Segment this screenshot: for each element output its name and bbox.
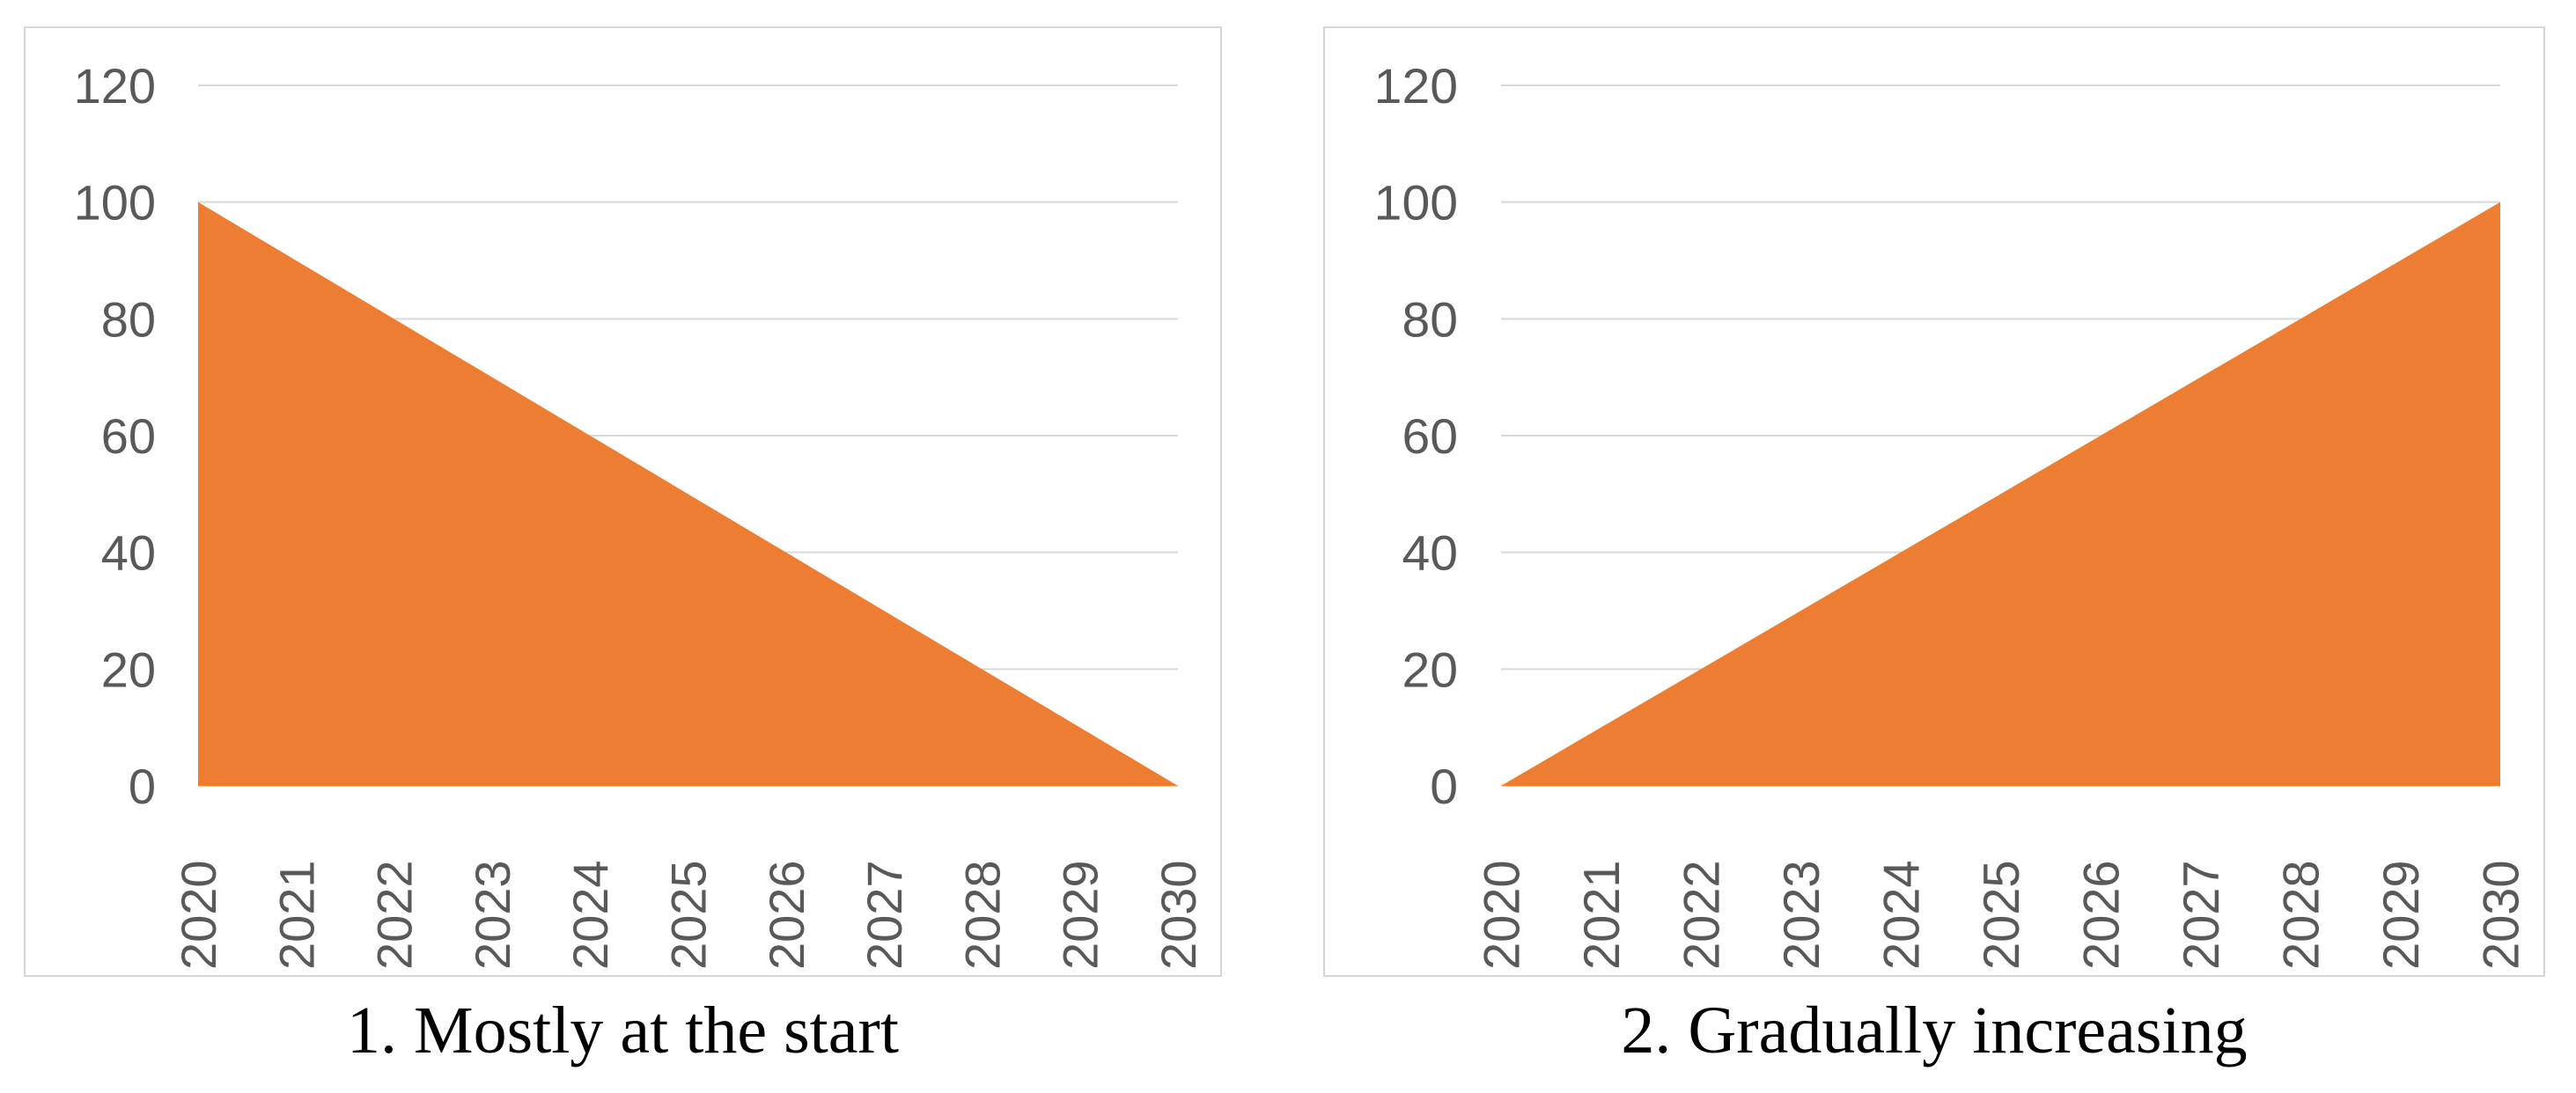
y-tick-label: 60	[1402, 409, 1458, 464]
y-tick-label: 60	[101, 408, 156, 464]
y-tick-label: 0	[129, 759, 156, 814]
x-tick-label: 2025	[1973, 860, 2029, 970]
x-tick-label: 2027	[857, 860, 912, 970]
x-tick-label: 2027	[2173, 860, 2229, 970]
area-series	[1500, 202, 2501, 786]
x-tick-label: 2030	[1151, 860, 1206, 970]
y-tick-label: 80	[101, 291, 156, 347]
chart-1-caption: 1. Mostly at the start	[347, 994, 899, 1067]
chart-2-caption: 2. Gradually increasing	[1621, 994, 2248, 1067]
y-tick-label: 20	[1402, 642, 1458, 697]
x-tick-label: 2022	[1674, 860, 1730, 970]
y-tick-label: 120	[74, 58, 156, 114]
y-tick-label: 100	[1374, 175, 1458, 230]
x-tick-label: 2020	[171, 860, 226, 970]
y-tick-label: 20	[101, 642, 156, 697]
area-series	[198, 202, 1178, 786]
y-tick-label: 40	[1402, 525, 1458, 580]
x-tick-label: 2029	[2373, 860, 2429, 970]
chart-panel-2: 0 20 40 60 80 100 120 2020 2021 2022 2023 2024 2025 2…	[1323, 26, 2545, 977]
y-tick-label: 0	[1430, 759, 1458, 814]
x-tick-label: 2026	[2073, 860, 2130, 970]
y-tick-label: 40	[101, 525, 156, 581]
x-tick-label: 2028	[954, 860, 1010, 970]
area-chart-1: 0 20 40 60 80 100 120 2020 2021 2022 2023 2024 2025 2…	[24, 26, 1222, 977]
x-tick-label: 2023	[465, 860, 520, 970]
x-tick-label: 2029	[1053, 860, 1108, 970]
y-tick-label: 100	[74, 175, 156, 231]
x-tick-label: 2024	[1873, 860, 1930, 970]
area-chart-2: 0 20 40 60 80 100 120 2020 2021 2022 2023 2024 2025 2…	[1323, 26, 2545, 977]
x-tick-label: 2020	[1474, 860, 1530, 970]
x-tick-label: 2030	[2473, 860, 2529, 970]
x-tick-label: 2024	[563, 860, 618, 970]
x-tick-label: 2023	[1773, 860, 1829, 970]
x-tick-label: 2025	[661, 860, 717, 970]
chart-panel-1: 0 20 40 60 80 100 120 2020 2021 2022 2023 2024 2025 2…	[24, 26, 1222, 977]
x-tick-label: 2021	[1573, 860, 1630, 970]
y-tick-label: 120	[1374, 59, 1458, 114]
x-tick-label: 2026	[759, 860, 814, 970]
x-tick-label: 2021	[269, 860, 324, 970]
x-tick-label: 2028	[2273, 860, 2329, 970]
x-tick-label: 2022	[367, 860, 423, 970]
y-tick-label: 80	[1402, 292, 1458, 347]
